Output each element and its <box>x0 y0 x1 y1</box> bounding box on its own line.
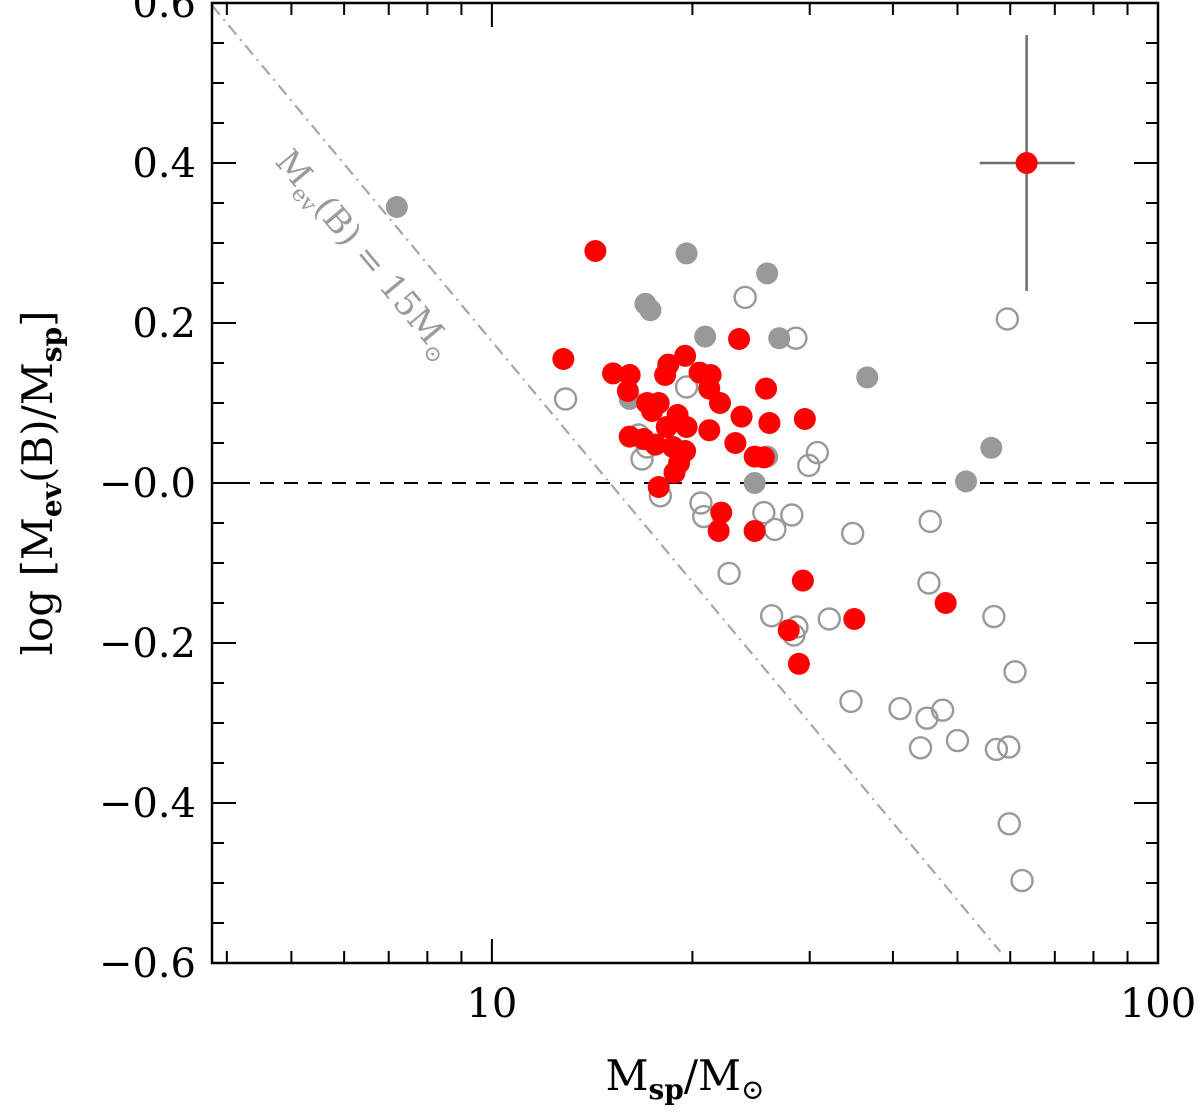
red-filled-point <box>674 344 697 367</box>
red-filled-point <box>552 348 575 370</box>
open-gray-point <box>839 689 863 714</box>
gray-filled-point <box>694 325 717 348</box>
x-title-sub: sp <box>649 1073 684 1106</box>
open-gray-point <box>689 491 713 515</box>
open-gray-point <box>917 571 941 595</box>
red-filled-point <box>708 392 731 414</box>
red-filled-point <box>793 408 816 430</box>
gray-filled-point <box>639 299 662 322</box>
x-title-main: M <box>606 1051 649 1100</box>
limit-line-label: Mev(B) = 15M⊙ <box>263 142 463 369</box>
y-title-suffix: ] <box>13 311 62 327</box>
y-tick-label: −0.4 <box>99 781 196 827</box>
data-points-layer <box>385 152 1038 893</box>
open-gray-point <box>930 698 955 722</box>
red-filled-point <box>1015 152 1038 174</box>
y-tick-label: −0.6 <box>99 941 196 987</box>
red-filled-point <box>791 569 814 592</box>
y-title-mid: (B)/M <box>13 362 62 483</box>
open-gray-point <box>733 285 757 310</box>
limit-label-mid: (B) = 15M <box>306 188 452 352</box>
open-gray-point <box>780 503 804 527</box>
open-gray-point <box>797 453 821 478</box>
gray-filled-point <box>980 436 1003 459</box>
y-tick-label: −0.0 <box>99 461 196 507</box>
open-gray-point <box>752 500 776 525</box>
y-title-sub1: ev <box>35 482 68 517</box>
red-filled-point <box>654 364 677 386</box>
y-tick-label: −0.2 <box>99 621 196 667</box>
y-tick-label: 0.6 <box>132 0 196 27</box>
open-gray-point <box>945 728 970 753</box>
open-gray-point <box>984 737 1009 762</box>
open-gray-point <box>817 607 841 631</box>
red-filled-point <box>584 240 607 262</box>
red-filled-point <box>843 608 866 630</box>
open-gray-point <box>674 375 699 399</box>
gray-filled-point <box>756 262 779 285</box>
open-gray-point <box>1003 660 1027 684</box>
red-filled-point <box>663 461 686 484</box>
open-gray-point <box>997 812 1021 836</box>
x-axis-title: Msp/M⊙ <box>606 1051 765 1106</box>
open-gray-point <box>997 735 1021 759</box>
red-filled-point <box>752 446 775 469</box>
red-filled-point <box>647 392 670 414</box>
red-filled-point <box>777 619 800 642</box>
gray-filled-point <box>955 470 978 493</box>
y-tick-labels: 0.6 0.4 0.2 −0.0 −0.2 −0.4 −0.6 <box>99 0 196 987</box>
x-tick-labels: 10 100 <box>466 981 1196 1027</box>
open-gray-point <box>918 509 942 534</box>
x-title-sym: ⊙ <box>741 1073 764 1106</box>
red-filled-point <box>730 405 753 428</box>
red-filled-point <box>675 416 698 438</box>
y-axis-title: log [Mev(B)/Msp] <box>13 311 68 656</box>
red-filled-point <box>728 328 751 350</box>
red-filled-point <box>758 412 781 434</box>
x-tick-label: 100 <box>1120 981 1196 1027</box>
red-filled-point <box>644 433 667 456</box>
limit-label-main: M <box>267 142 320 194</box>
red-filled-point <box>755 377 778 400</box>
y-title-prefix: log [M <box>13 517 62 655</box>
open-gray-point <box>888 696 912 721</box>
x-tick-label: 10 <box>466 981 517 1027</box>
open-gray-point <box>995 307 1020 331</box>
red-filled-point <box>616 380 639 402</box>
open-gray-point <box>805 440 830 465</box>
limit-dash-dot-line <box>211 4 1002 953</box>
y-tick-label: 0.4 <box>132 141 196 187</box>
gray-filled-point <box>385 196 408 218</box>
plot-frame <box>210 1 1160 965</box>
open-gray-point <box>1010 868 1034 893</box>
open-gray-point <box>763 517 787 542</box>
open-gray-point <box>717 561 741 586</box>
red-filled-point <box>934 592 957 614</box>
open-gray-point <box>759 604 784 628</box>
open-gray-point <box>908 736 933 760</box>
open-gray-point <box>553 387 578 411</box>
red-filled-point <box>743 520 766 542</box>
red-filled-point <box>787 652 810 675</box>
open-gray-point <box>840 521 865 546</box>
red-filled-point <box>602 362 625 385</box>
red-filled-point <box>710 501 733 524</box>
open-gray-point <box>982 604 1006 629</box>
gray-filled-point <box>743 472 766 494</box>
red-filled-point <box>707 520 730 542</box>
red-filled-point <box>698 419 721 442</box>
red-filled-point <box>724 432 747 454</box>
red-filled-point <box>618 364 641 386</box>
y-tick-label: 0.2 <box>132 301 196 347</box>
red-filled-point <box>647 476 670 498</box>
gray-filled-point <box>768 327 791 350</box>
y-title-sub2: sp <box>35 327 68 362</box>
gray-filled-point <box>675 242 698 265</box>
x-title-mid: /M <box>684 1051 741 1100</box>
gray-filled-point <box>856 366 879 389</box>
reference-lines-layer <box>211 4 1158 953</box>
